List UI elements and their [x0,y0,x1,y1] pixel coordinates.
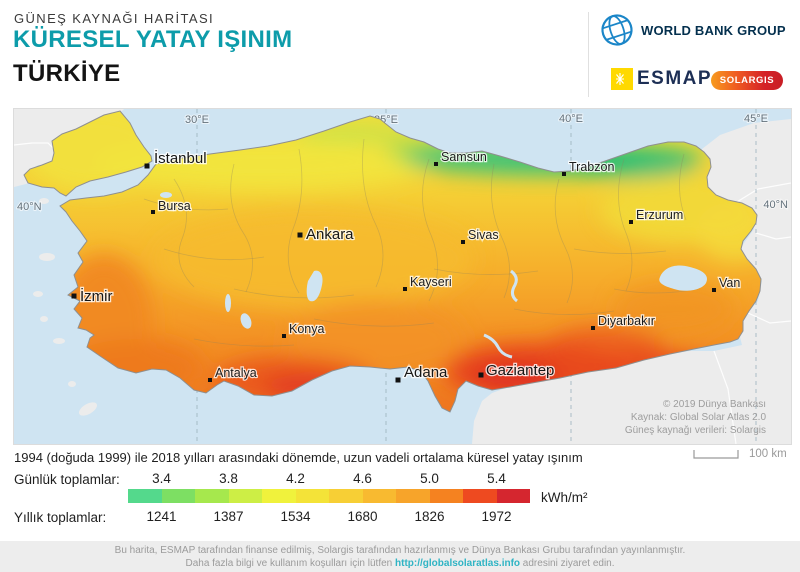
city-label-bursa: Bursa [158,199,191,213]
city-label-samsun: Samsun [441,150,487,164]
daily-tick: 4.6 [353,471,372,486]
lon-label-30e: 30°E [185,114,209,126]
solar-map: 30°E 35°E 40°E 45°E 40°N 40°N [13,108,792,445]
footer-line2: Daha fazla bilgi ve kullanım koşulları i… [185,557,614,570]
city-marker-van [712,288,716,292]
colorbar-segment [362,489,396,503]
city-marker-konya [282,334,286,338]
credit-line-copyright: © 2019 Dünya Bankası [663,399,766,410]
solargis-wordmark: SOLARGIS [719,75,775,86]
city-marker-sivas [461,240,465,244]
legend-period-text: 1994 (doğuda 1999) ile 2018 yılları aras… [14,450,583,465]
footer: Bu harita, ESMAP tarafından finanse edil… [0,541,800,572]
city-marker-kayseri [403,287,407,291]
header-divider [588,12,589,97]
city-label-erzurum: Erzurum [636,208,683,222]
daily-tick: 5.4 [487,471,506,486]
city-marker-bursa [151,210,155,214]
city-marker-istanbul [144,163,150,169]
city-label-izmir: İzmir [80,287,113,305]
colorbar-segment [228,489,262,503]
city-label-antalya: Antalya [215,366,257,380]
yearly-totals-label: Yıllık toplamlar: [14,510,107,525]
page-title: KÜRESEL YATAY IŞINIM [13,26,293,53]
city-label-gaziantep: Gaziantep [486,362,554,379]
neighbor-borders [14,142,791,444]
city-markers [71,162,716,383]
city-marker-gaziantep [478,372,484,378]
solargis-logo: SOLARGIS [711,71,783,90]
colorbar-segment [262,489,296,503]
colorbar-segment [161,489,195,503]
yearly-tick: 1972 [481,509,512,524]
unit-label: kWh/m² [541,490,588,505]
colorbar-segment [496,489,530,503]
esmap-wordmark: ESMAP [637,68,713,89]
scale-bar [693,450,739,459]
map-kicker: GÜNEŞ KAYNAĞI HARİTASI [14,11,215,26]
footer-link[interactable]: http://globalsolaratlas.info [395,557,521,569]
country-title: TÜRKİYE [13,60,121,87]
yearly-tick: 1241 [146,509,177,524]
city-marker-antalya [208,378,212,382]
city-marker-erzurum [629,220,633,224]
city-marker-samsun [434,162,438,166]
city-label-konya: Konya [289,322,324,336]
lat-label-40n-left: 40°N [17,201,42,213]
turkey-border [23,110,762,413]
daily-totals-label: Günlük toplamlar: [14,472,120,487]
yearly-tick: 1826 [414,509,445,524]
city-label-adana: Adana [404,364,448,381]
credit-line-source: Kaynak: Global Solar Atlas 2.0 [631,412,767,423]
city-label-ankara: Ankara [306,226,354,243]
yearly-tick-values: 1241 1387 1534 1680 1826 1972 [128,509,530,525]
credit-line-data: Güneş kaynağı verileri: Solargis [625,425,766,436]
lon-label-40e: 40°E [559,113,583,125]
yearly-tick: 1680 [347,509,378,524]
esmap-sun-icon [611,68,633,90]
esmap-logo: ESMAP [611,68,712,90]
lat-label-40n-right: 40°N [763,199,788,211]
daily-tick-values: 3.4 3.8 4.2 4.6 5.0 5.4 [128,471,530,487]
map-credits: © 2019 Dünya Bankası Kaynak: Global Sola… [625,399,767,436]
colorbar-segment [128,489,162,503]
yearly-tick: 1534 [280,509,311,524]
scale-bar-label: 100 km [749,448,787,460]
city-label-trabzon: Trabzon [569,160,614,174]
footer-line1: Bu harita, ESMAP tarafından finanse edil… [114,544,686,556]
city-marker-adana [395,377,401,383]
world-bank-globe-icon [601,14,633,46]
colorbar-segment [429,489,463,503]
city-marker-trabzon [562,172,566,176]
daily-tick: 5.0 [420,471,439,486]
colorbar-segment [463,489,497,503]
daily-tick: 3.8 [219,471,238,486]
footer-line2-prefix: Daha fazla bilgi ve kullanım koşulları i… [185,557,396,569]
city-label-sivas: Sivas [468,228,499,242]
neighbor-land [14,109,791,444]
yearly-tick: 1387 [213,509,244,524]
province-borders [143,138,699,347]
colorbar-segment [295,489,329,503]
city-labels: İstanbul Bursa Ankara İzmir Samsun Trabz… [79,148,742,383]
lon-label-45e: 45°E [744,113,768,125]
colorbar-segment [329,489,363,503]
colorbar-segment [396,489,430,503]
colorbar-segment [195,489,229,503]
city-label-istanbul: İstanbul [154,149,207,167]
city-label-van: Van [719,276,740,290]
city-marker-izmir [71,293,77,299]
irradiation-colorbar [128,489,530,503]
daily-tick: 4.2 [286,471,305,486]
daily-tick: 3.4 [152,471,171,486]
city-label-kayseri: Kayseri [410,275,452,289]
lakes [160,192,708,359]
city-label-diyarbakir: Diyarbakır [598,314,655,328]
world-bank-wordmark: WORLD BANK GROUP [641,22,786,38]
city-marker-diyarbakir [591,326,595,330]
city-marker-ankara [297,232,303,238]
world-bank-logo: WORLD BANK GROUP [600,13,790,47]
footer-line2-suffix: adresini ziyaret edin. [520,557,615,569]
